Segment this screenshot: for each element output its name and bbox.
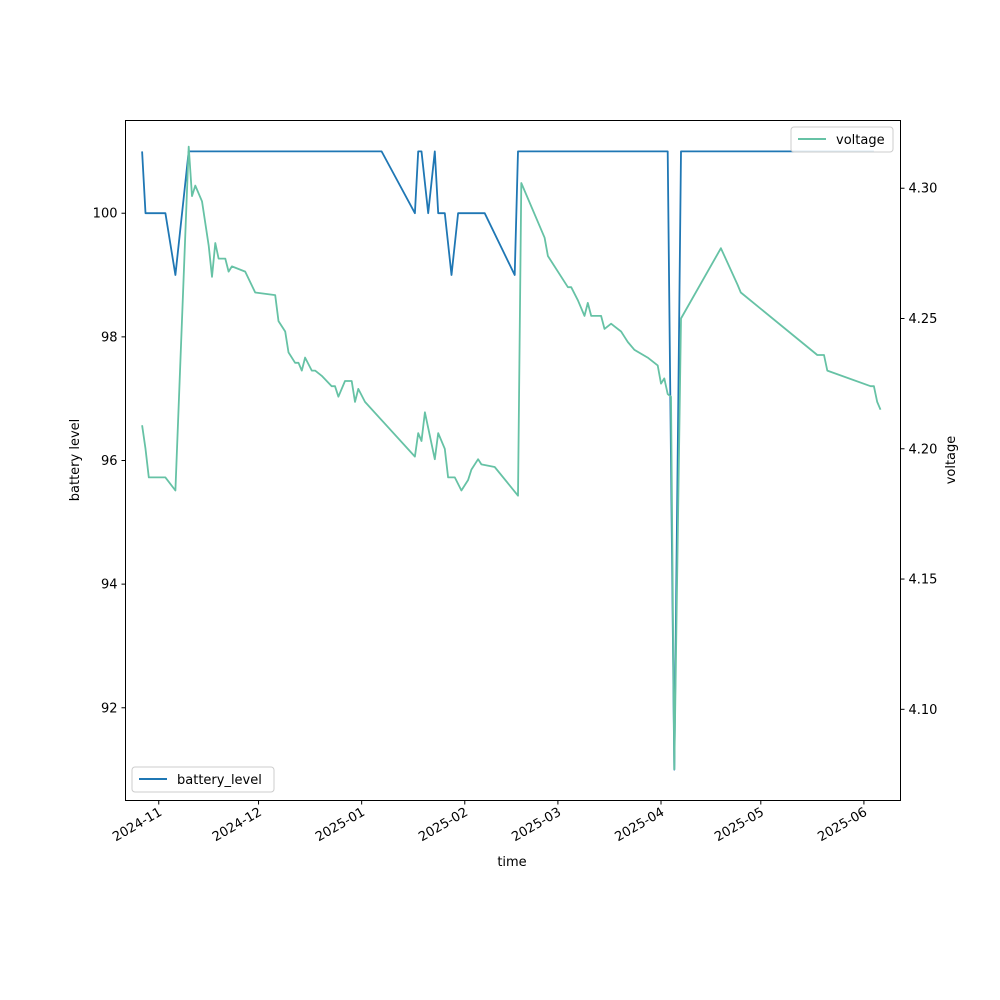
y2-tick-label: 4.20 [909, 442, 938, 457]
legend-box [131, 766, 275, 793]
legend-label-battery-level: battery_level [177, 773, 262, 788]
y2-tick-label: 4.30 [909, 182, 938, 197]
y-tick-label: 94 [101, 578, 118, 593]
y-tick-label: 92 [101, 701, 118, 716]
y2-axis-label: voltage [944, 436, 959, 485]
x-axis-label: time [497, 855, 526, 870]
series-line-voltage [141, 145, 882, 771]
legend-label-voltage: voltage [836, 133, 885, 148]
series-line-battery-level [141, 150, 874, 771]
y2-tick-label: 4.25 [909, 312, 938, 327]
y2-tick-label: 4.15 [909, 573, 938, 588]
y-tick-label: 98 [101, 330, 118, 345]
y-tick-label: 96 [101, 454, 118, 469]
y-axis-label: battery level [68, 419, 83, 502]
y-tick-label: 100 [93, 207, 118, 222]
legend-box [790, 126, 894, 153]
y2-tick-label: 4.10 [909, 703, 938, 718]
legend-battery-level: battery_level [131, 766, 275, 793]
y-axis-left: 92 94 96 98 100 [93, 207, 126, 716]
legend-voltage: voltage [790, 126, 894, 153]
series-layer [141, 145, 882, 771]
y-axis-right: 4.10 4.15 4.20 4.25 4.30 [900, 182, 938, 718]
